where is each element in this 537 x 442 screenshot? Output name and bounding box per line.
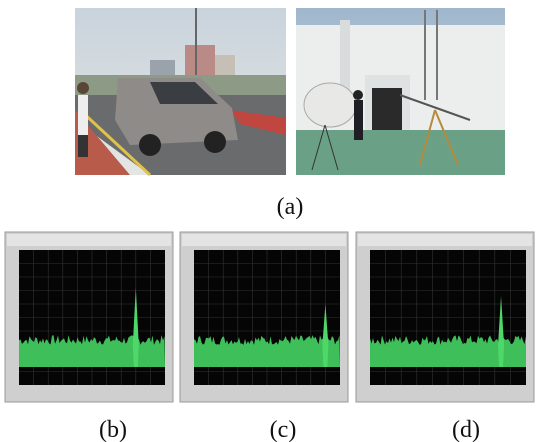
toolbar [7,234,171,246]
toolbar [182,234,346,246]
photo-van [75,8,286,175]
caption: (c) [270,417,297,442]
caption: (d) [452,417,480,442]
caption: (b) [99,417,127,442]
spectrum-panels [5,232,534,402]
toolbar [358,234,532,246]
x-axis-strip [19,385,165,399]
spectrum-screen [5,232,173,402]
spectrum-screen [356,232,534,402]
x-axis-strip [370,385,526,399]
caption: (a) [277,194,304,220]
spectrum-screen [180,232,348,402]
figure-canvas: (a) (b) (c) (d) [0,0,537,442]
figure: (a) (b) (c) (d) [0,0,537,442]
photo-rooftop [296,8,505,175]
x-axis-strip [194,385,340,399]
